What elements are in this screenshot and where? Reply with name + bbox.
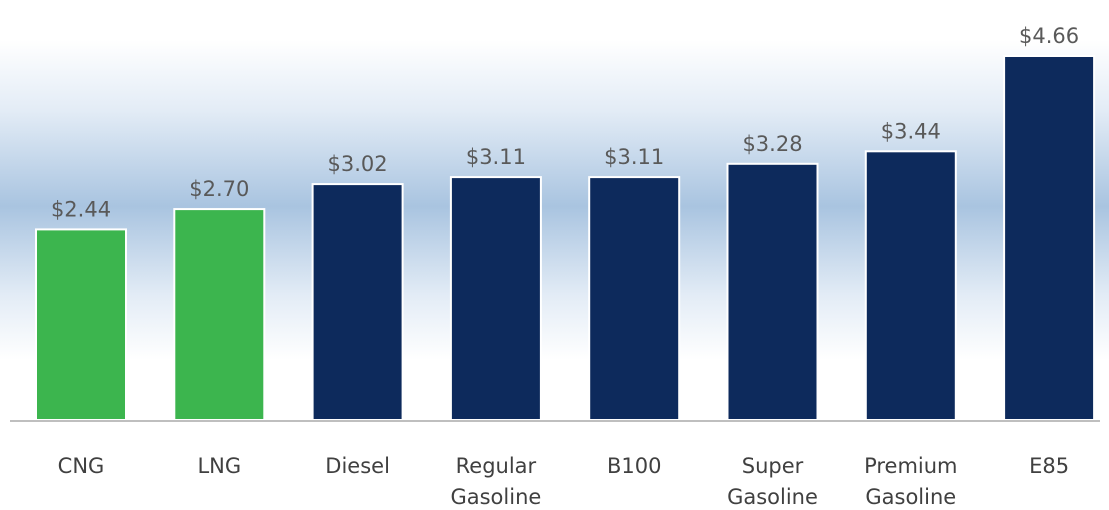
value-label-3: $3.11: [466, 145, 526, 169]
category-label-5: Super Gasoline: [727, 454, 818, 509]
value-labels-layer: $2.44 $2.70 $3.02 $3.11 $3.11 $3.28 $3.44 $4.66: [51, 24, 1079, 221]
bar-5: [726, 162, 819, 422]
bar-1: [173, 208, 266, 421]
value-label-6: $3.44: [881, 119, 941, 143]
category-label-line: E85: [1029, 454, 1069, 478]
value-label-5: $3.28: [742, 132, 802, 156]
category-label-line: B100: [607, 454, 662, 478]
category-label-line: Premium: [864, 454, 957, 478]
category-label-3: Regular Gasoline: [450, 454, 541, 509]
bar-6: [864, 150, 957, 422]
bar-2: [311, 183, 404, 421]
category-label-line: LNG: [197, 454, 241, 478]
value-label-7: $4.66: [1019, 24, 1079, 48]
category-label-line: CNG: [58, 454, 105, 478]
category-label-2: Diesel: [325, 454, 390, 478]
category-label-1: LNG: [197, 454, 241, 478]
value-label-4: $3.11: [604, 145, 664, 169]
category-label-7: E85: [1029, 454, 1069, 478]
category-label-line: Gasoline: [865, 485, 956, 509]
category-label-line: Super: [742, 454, 804, 478]
bar-4: [588, 176, 681, 421]
category-label-line: Gasoline: [727, 485, 818, 509]
category-label-6: Premium Gasoline: [864, 454, 957, 509]
category-label-4: B100: [607, 454, 662, 478]
category-label-line: Gasoline: [450, 485, 541, 509]
category-label-line: Regular: [456, 454, 537, 478]
value-label-2: $3.02: [328, 152, 388, 176]
bar-0: [35, 228, 127, 421]
bar-7: [1003, 55, 1096, 421]
bars-layer: [35, 55, 1096, 422]
value-label-0: $2.44: [51, 197, 111, 221]
category-label-line: Diesel: [325, 454, 390, 478]
category-label-0: CNG: [58, 454, 105, 478]
value-label-1: $2.70: [189, 177, 249, 201]
category-labels-layer: CNG LNG Diesel Regular Gasoline B100 Super Gaso…: [58, 454, 1069, 509]
bar-3: [449, 176, 542, 421]
